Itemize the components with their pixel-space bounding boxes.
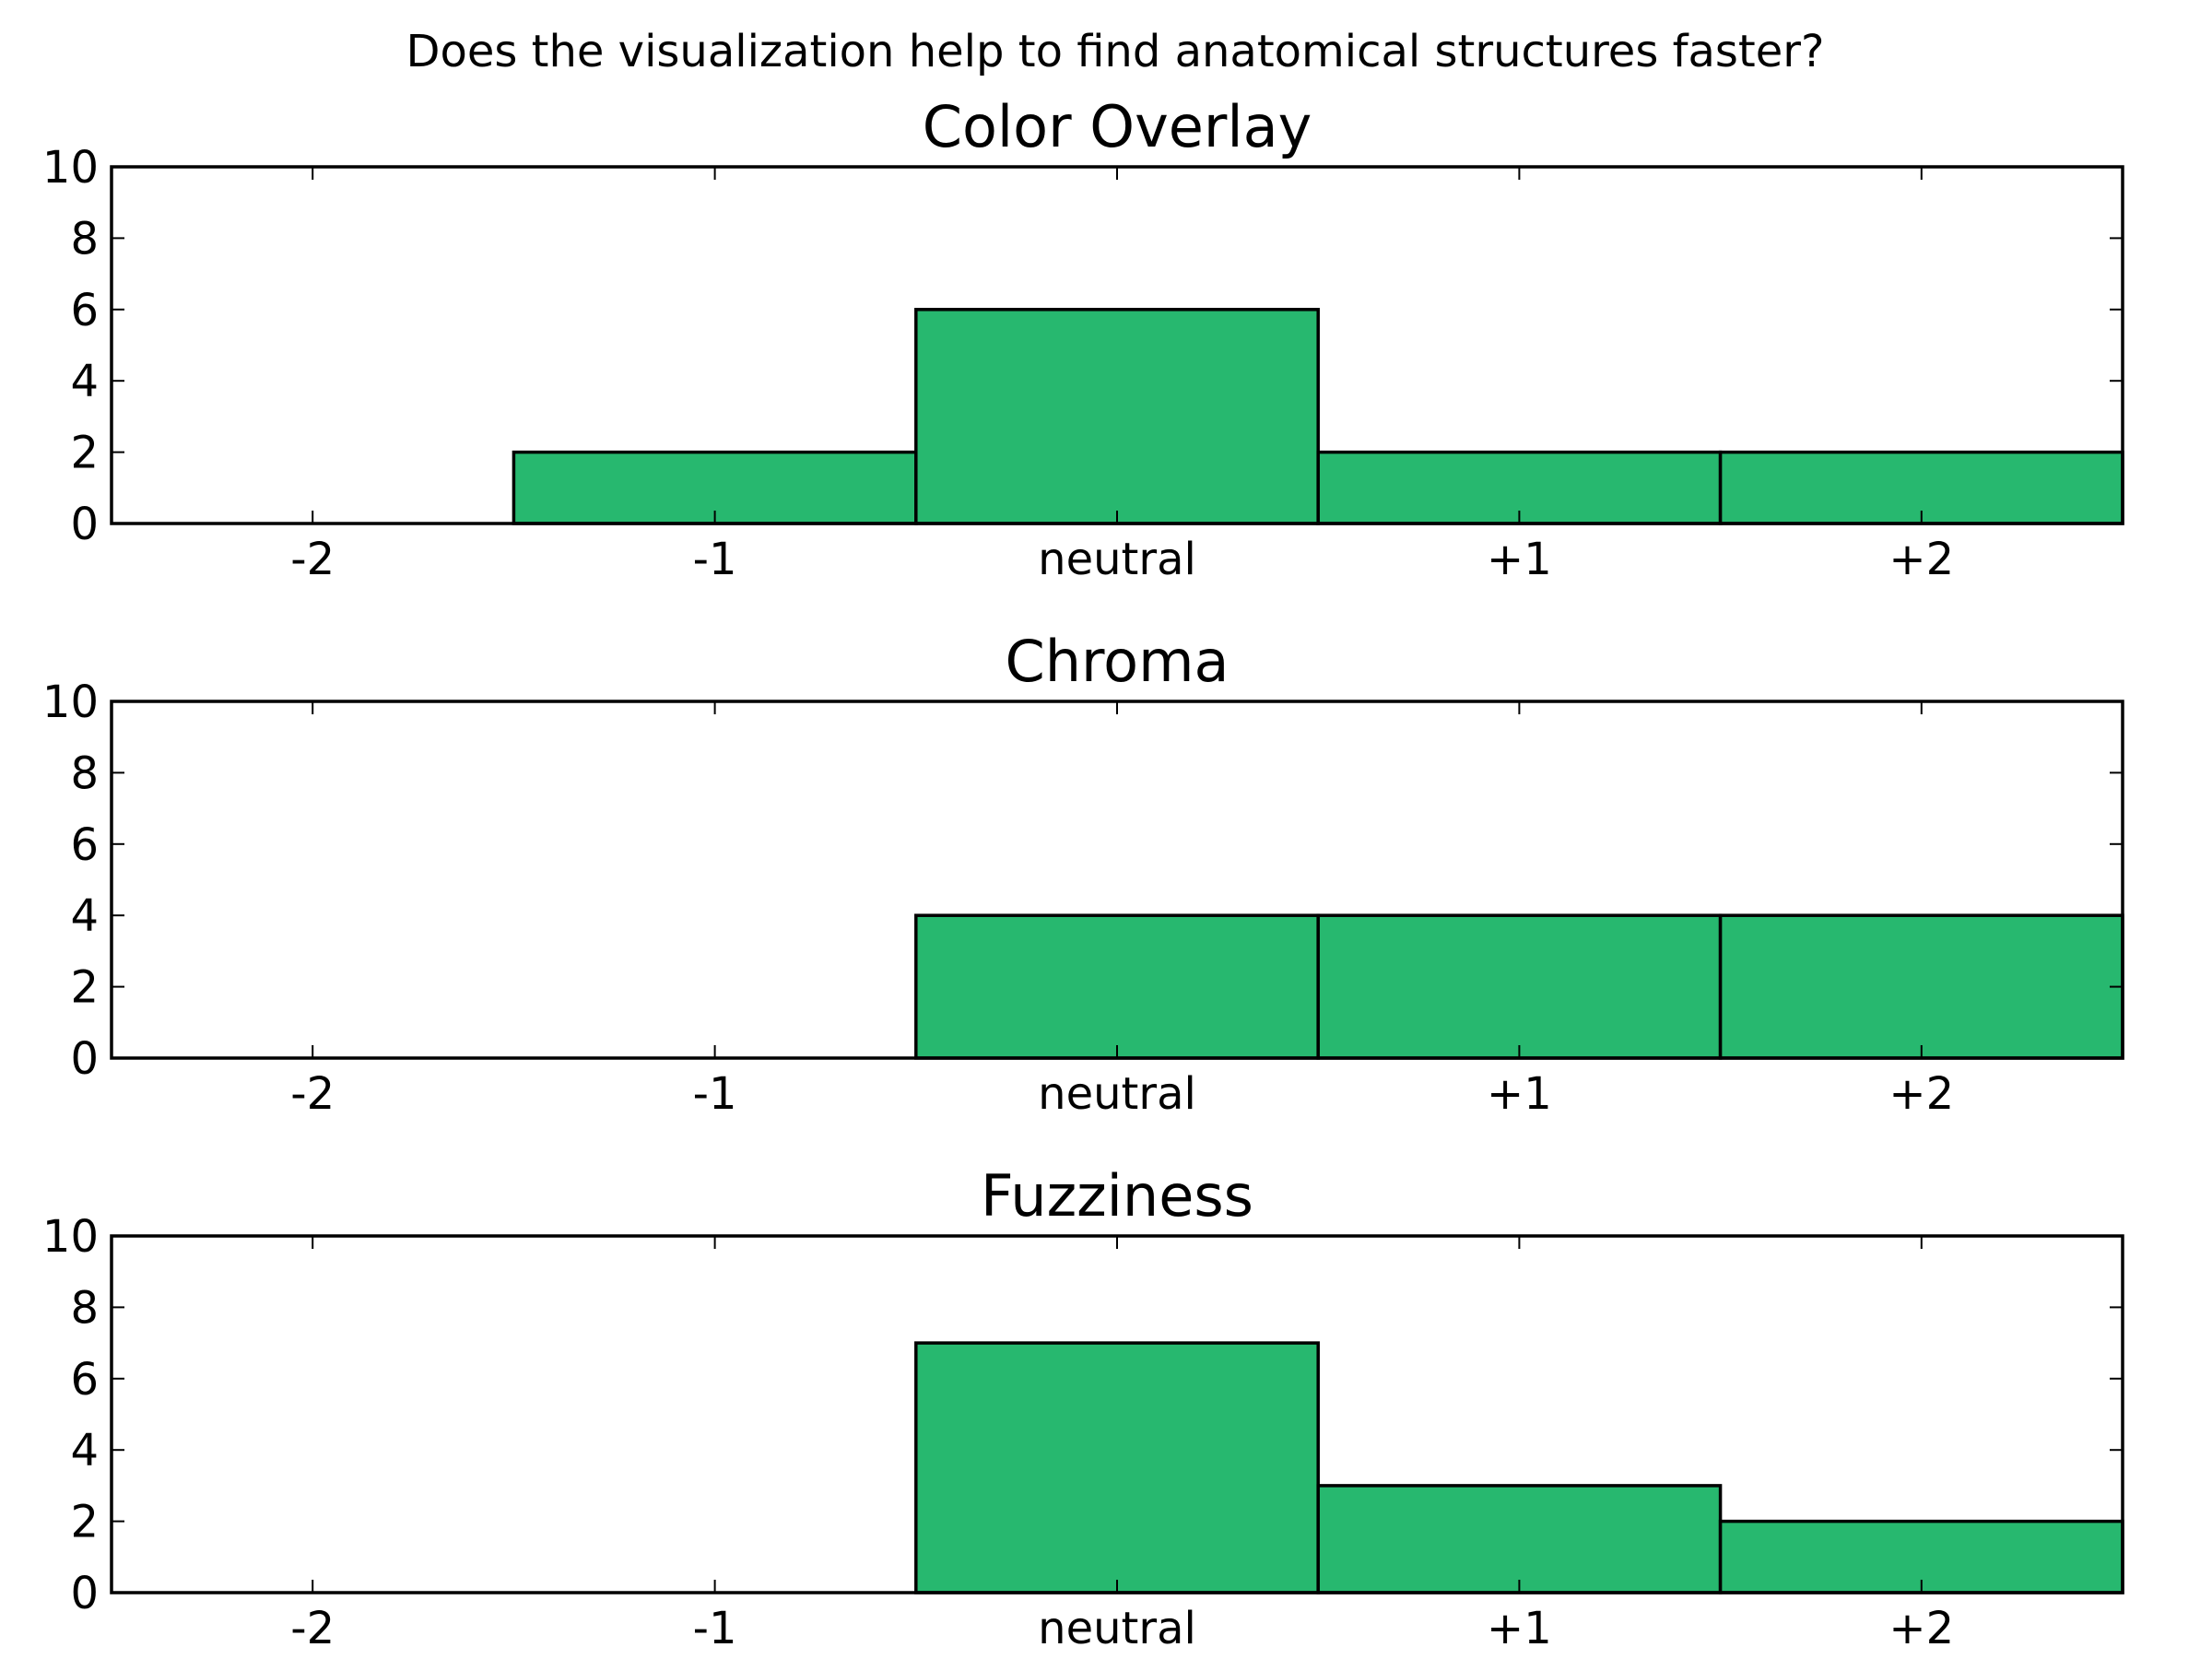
y-tick-label: 10 [42,677,99,728]
x-tick-label: +2 [1888,1068,1954,1120]
y-tick-label: 8 [70,1282,99,1334]
subplot-title: Color Overlay [923,93,1312,160]
x-tick-label: -1 [693,1068,737,1120]
y-tick-label: 2 [70,962,99,1014]
y-tick-label: 6 [70,819,99,871]
y-tick-label: 0 [70,499,99,550]
y-tick-label: 10 [42,1211,99,1263]
y-tick-label: 6 [70,1354,99,1406]
bar-+1 [1316,1484,1723,1594]
y-tick-label: 6 [70,285,99,336]
x-tick-label: -1 [693,1603,737,1654]
x-tick-label: neutral [1038,1603,1196,1654]
y-tick-label: 4 [70,1425,99,1477]
subplot-title: Chroma [1005,628,1229,695]
y-tick-label: 2 [70,428,99,479]
x-tick-label: -2 [290,534,335,585]
y-tick-label: 10 [42,142,99,194]
y-tick-label: 0 [70,1568,99,1619]
x-tick-label: -2 [290,1603,335,1654]
x-tick-label: +1 [1487,534,1552,585]
y-tick-label: 4 [70,890,99,942]
y-tick-label: 8 [70,747,99,799]
x-tick-label: -2 [290,1068,335,1120]
x-tick-label: +1 [1487,1603,1552,1654]
x-tick-label: neutral [1038,534,1196,585]
subplot-title: Fuzziness [981,1162,1253,1230]
bar-+2 [1718,913,2124,1060]
bar-neutral [914,1341,1320,1594]
x-tick-label: +2 [1888,534,1954,585]
y-tick-label: 2 [70,1497,99,1548]
bar-neutral [914,308,1320,525]
x-tick-label: +2 [1888,1603,1954,1654]
y-tick-label: 0 [70,1033,99,1085]
figure-suptitle: Does the visualization help to find anat… [406,26,1825,77]
subplot-0: Color Overlay -2 -1 neutral +1 +2 0 2 4 6 8 10 [42,93,2124,585]
subplot-2: Fuzziness -2 -1 neutral +1 +2 0 2 4 6 8 10 [42,1162,2124,1654]
x-tick-label: neutral [1038,1068,1196,1120]
bar-neutral [914,913,1320,1060]
bar-+1 [1316,913,1723,1060]
subplot-1: Chroma -2 -1 neutral +1 +2 0 2 4 6 8 10 [42,628,2124,1120]
y-tick-label: 4 [70,356,99,407]
subplots: Color Overlay-2 -1 neutral +1 +20246810Chrom… [42,93,2124,1654]
x-tick-label: -1 [693,534,737,585]
y-tick-label: 8 [70,213,99,265]
x-tick-label: +1 [1487,1068,1552,1120]
